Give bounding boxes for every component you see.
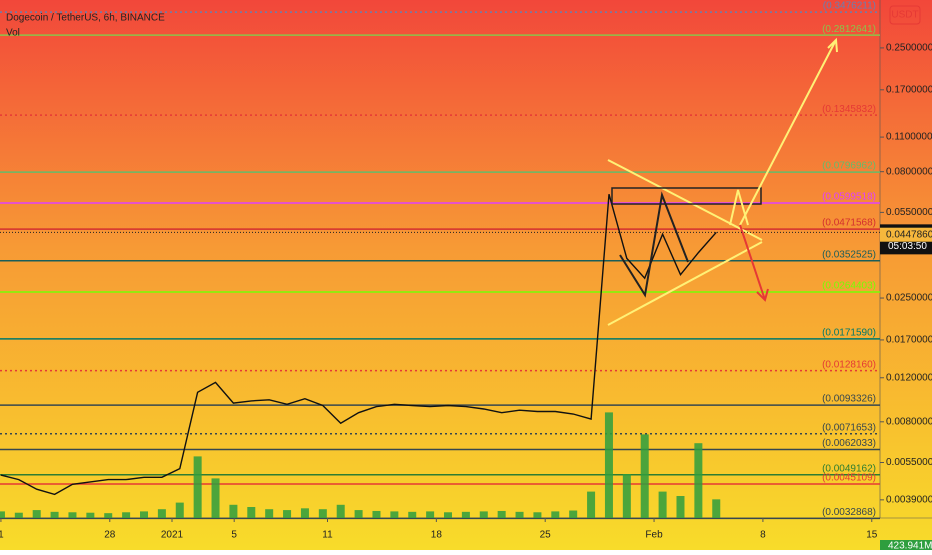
volume-bar bbox=[676, 496, 685, 518]
y-tick-label: 0.0039000 bbox=[886, 494, 932, 505]
volume-bar bbox=[479, 511, 488, 518]
countdown: 05:03:50 bbox=[888, 241, 927, 252]
volume-label: 423.941M bbox=[888, 541, 932, 550]
level-label: (0.0471568) bbox=[822, 218, 876, 229]
x-tick-label: 25 bbox=[540, 530, 552, 541]
y-tick-label: 0.0080000 bbox=[886, 416, 932, 427]
y-tick-label: 0.0250000 bbox=[886, 293, 932, 304]
volume-bar bbox=[318, 509, 327, 518]
currency-button[interactable] bbox=[889, 5, 921, 25]
y-tick-label: 0.0055000 bbox=[886, 457, 932, 468]
volume-bar bbox=[0, 511, 5, 518]
volume-bar bbox=[551, 511, 560, 518]
y-tick-label: 0.0550000 bbox=[886, 207, 932, 218]
volume-bar bbox=[712, 499, 721, 518]
x-tick-label: 1 bbox=[0, 530, 4, 541]
x-tick-label: 18 bbox=[431, 530, 443, 541]
volume-bar bbox=[533, 512, 542, 518]
volume-bar bbox=[354, 510, 363, 518]
x-tick-label: 5 bbox=[231, 530, 237, 541]
volume-bar bbox=[175, 502, 184, 518]
volume-bar bbox=[139, 511, 148, 518]
volume-bar bbox=[68, 512, 77, 518]
x-tick-label: 11 bbox=[322, 530, 333, 541]
level-label: (0.0032868) bbox=[822, 507, 876, 518]
volume-bar bbox=[157, 509, 166, 518]
x-tick-label: 8 bbox=[760, 530, 766, 541]
volume-bar bbox=[336, 504, 345, 518]
price bbox=[0, 194, 717, 496]
volume-bar bbox=[372, 510, 381, 518]
volume-bar bbox=[193, 456, 202, 518]
volume-bar bbox=[390, 511, 399, 518]
x-tick-label: 2021 bbox=[161, 530, 184, 541]
volume-bar bbox=[32, 510, 41, 518]
volume-bar bbox=[14, 512, 23, 518]
volume-bar bbox=[515, 511, 524, 518]
volume-bar bbox=[444, 512, 453, 518]
level-label: (0.0045109) bbox=[822, 473, 876, 484]
level-label: (0.0128160) bbox=[822, 359, 876, 370]
level-label: (0.0049162) bbox=[822, 463, 876, 474]
level-label: (0.0062033) bbox=[822, 438, 876, 449]
title: Dogecoin / TetherUS, 6h, BINANCE bbox=[6, 13, 165, 24]
volume-bar bbox=[300, 508, 309, 518]
x-tick-label: 28 bbox=[104, 530, 116, 541]
x-tick-label: 15 bbox=[866, 530, 878, 541]
y-tick-label: 0.1700000 bbox=[886, 84, 932, 95]
subtitle: Vol bbox=[6, 28, 20, 39]
volume-bar bbox=[247, 507, 256, 518]
volume-bar bbox=[211, 478, 220, 518]
level-label: (0.3476211) bbox=[823, 1, 876, 12]
price-line bbox=[0, 194, 717, 496]
volume-bar bbox=[694, 443, 703, 518]
volume-bar bbox=[283, 510, 292, 518]
y-tick-label: 0.1100000 bbox=[886, 132, 932, 143]
level-label: (0.0071653) bbox=[822, 422, 876, 433]
level-label: (0.2812641) bbox=[822, 24, 876, 35]
y-tick-label: 0.0800000 bbox=[886, 166, 932, 177]
volume-bar bbox=[265, 509, 274, 518]
volume-bar bbox=[622, 474, 631, 518]
y-tick-label: 0.2500000 bbox=[886, 43, 932, 54]
drawings bbox=[607, 37, 838, 326]
level-label: (0.0599518) bbox=[822, 192, 876, 203]
volume-bar bbox=[408, 511, 417, 518]
volume-bar bbox=[569, 510, 578, 518]
volume bbox=[0, 412, 721, 518]
x-tick-label: Feb bbox=[645, 530, 663, 541]
volume-bar bbox=[104, 513, 113, 518]
level-label: (0.0093326) bbox=[822, 394, 876, 405]
y-tick-label: 0.0170000 bbox=[886, 335, 932, 346]
level-label: (0.0264403) bbox=[822, 281, 876, 292]
volume-bar bbox=[497, 510, 506, 518]
levels: (0.3476211) (0.2812641) (0.1345832) (0.0796… bbox=[0, 1, 880, 520]
volume-bar bbox=[658, 491, 667, 518]
volume-label-box bbox=[880, 540, 932, 552]
y-tick-label: 0.0120000 bbox=[886, 372, 932, 383]
prev-price-label: 0.0447860 bbox=[886, 229, 932, 240]
volume-bar bbox=[461, 511, 470, 518]
volume-bar bbox=[587, 491, 596, 518]
level-label: (0.0171590) bbox=[822, 328, 876, 339]
volume-bar bbox=[122, 512, 131, 518]
level-label: (0.0796962) bbox=[822, 161, 876, 172]
prev-price-box bbox=[880, 227, 932, 242]
level-label: (0.1345832) bbox=[822, 104, 876, 115]
volume-bar bbox=[50, 511, 59, 518]
currency-button-label[interactable]: USDT bbox=[891, 10, 918, 21]
volume-bar bbox=[640, 434, 649, 518]
level-label: (0.0352525) bbox=[822, 249, 876, 260]
volume-bar bbox=[604, 412, 613, 518]
volume-bar bbox=[229, 504, 238, 518]
volume-bar bbox=[426, 511, 435, 518]
volume-bar bbox=[86, 512, 95, 518]
